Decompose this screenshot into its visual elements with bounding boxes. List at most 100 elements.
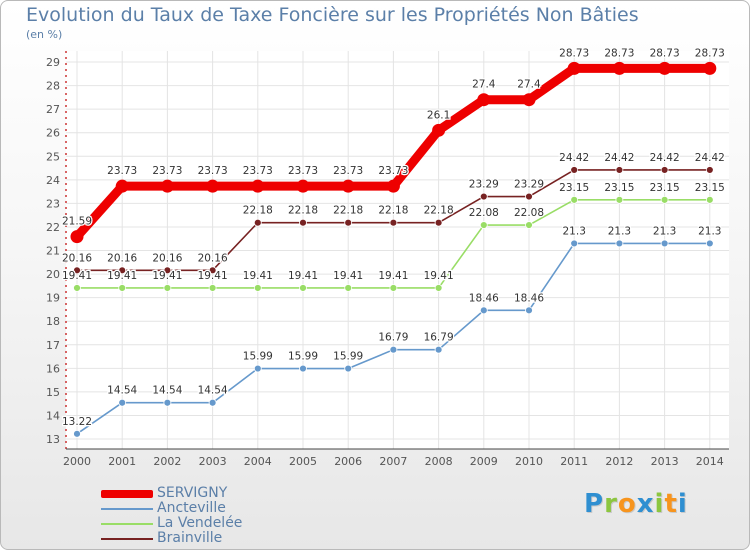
- data-label-ancteville: 14.54: [152, 385, 182, 397]
- y-tick-label: 17: [46, 339, 60, 352]
- data-point-la-vendelee: [118, 284, 127, 292]
- data-label-servigny: 28.73: [695, 47, 725, 59]
- legend-label-ancteville: Ancteville: [157, 500, 226, 516]
- x-tick-label: 2003: [199, 455, 227, 468]
- data-point-servigny: [477, 93, 491, 107]
- data-label-ancteville: 16.79: [424, 332, 454, 344]
- data-label-brainville: 20.16: [107, 252, 137, 264]
- data-label-ancteville: 15.99: [288, 351, 318, 363]
- data-point-brainville: [525, 192, 533, 201]
- data-label-ancteville: 21.3: [563, 225, 586, 237]
- data-point-ancteville: [705, 239, 714, 248]
- legend-item-ancteville: Ancteville: [101, 501, 242, 516]
- data-label-ancteville: 18.46: [469, 292, 499, 304]
- data-point-servigny: [432, 123, 446, 137]
- logo-letter: o: [617, 489, 637, 519]
- data-point-servigny: [160, 179, 174, 193]
- data-point-brainville: [163, 266, 172, 275]
- data-label-ancteville: 14.54: [198, 385, 228, 397]
- data-point-la-vendelee: [208, 284, 217, 292]
- logo-letter: P: [584, 489, 605, 519]
- data-label-la-vendelee: 23.15: [559, 182, 589, 194]
- data-point-ancteville: [525, 306, 533, 315]
- x-tick-label: 2006: [334, 455, 362, 468]
- legend-label-la-vendelee: La Vendelée: [157, 515, 243, 531]
- logo-letter: t: [664, 489, 678, 519]
- data-point-servigny: [115, 179, 129, 193]
- data-label-ancteville: 21.3: [698, 225, 721, 237]
- data-point-servigny: [658, 61, 672, 75]
- data-label-servigny: 27.4: [472, 79, 496, 91]
- data-point-ancteville: [118, 398, 127, 407]
- data-point-brainville: [118, 266, 127, 275]
- data-label-brainville: 24.42: [559, 152, 589, 164]
- y-tick-label: 25: [46, 150, 60, 163]
- data-label-brainville: 20.16: [152, 252, 182, 264]
- data-point-servigny: [206, 179, 220, 193]
- data-label-servigny: 23.73: [107, 165, 137, 177]
- chart-title: Evolution du Taux de Taxe Foncière sur l…: [26, 4, 639, 26]
- y-tick-label: 20: [46, 268, 60, 281]
- data-point-la-vendelee: [615, 195, 624, 204]
- data-point-servigny: [567, 61, 581, 75]
- legend-item-servigny: SERVIGNY: [101, 486, 242, 501]
- data-point-la-vendelee: [73, 284, 81, 292]
- data-label-brainville: 23.29: [469, 179, 499, 191]
- data-label-servigny: 23.73: [333, 165, 363, 177]
- data-label-brainville: 23.29: [514, 179, 544, 191]
- data-label-brainville: 22.18: [333, 205, 363, 217]
- data-label-ancteville: 21.3: [608, 225, 631, 237]
- data-label-brainville: 24.42: [695, 152, 725, 164]
- x-tick-label: 2011: [560, 455, 588, 468]
- data-label-servigny: 21.59: [62, 216, 92, 228]
- data-point-ancteville: [570, 239, 579, 248]
- data-label-servigny: 28.73: [559, 47, 589, 59]
- data-label-brainville: 22.18: [424, 205, 454, 217]
- data-point-brainville: [389, 218, 398, 227]
- data-label-servigny: 28.73: [604, 47, 634, 59]
- x-tick-label: 2010: [515, 455, 543, 468]
- y-tick-label: 19: [46, 292, 60, 305]
- data-label-la-vendelee: 19.41: [243, 270, 273, 282]
- data-label-ancteville: 15.99: [243, 351, 273, 363]
- x-tick-label: 2008: [425, 455, 453, 468]
- x-tick-label: 2013: [651, 455, 679, 468]
- data-point-la-vendelee: [299, 284, 307, 292]
- x-tick-label: 2002: [153, 455, 181, 468]
- data-point-servigny: [251, 179, 265, 193]
- y-tick-label: 13: [46, 433, 60, 446]
- data-point-la-vendelee: [253, 284, 262, 292]
- data-point-brainville: [299, 218, 307, 227]
- data-label-brainville: 22.18: [378, 205, 408, 217]
- y-tick-label: 22: [46, 221, 60, 234]
- data-label-ancteville: 18.46: [514, 292, 544, 304]
- data-point-servigny: [70, 230, 84, 244]
- data-point-brainville: [253, 218, 262, 227]
- data-point-servigny: [341, 179, 355, 193]
- data-label-la-vendelee: 23.15: [650, 182, 680, 194]
- y-tick-label: 16: [46, 362, 60, 375]
- data-point-ancteville: [434, 345, 443, 354]
- y-axis-unit: (en %): [26, 28, 63, 41]
- data-point-ancteville: [479, 306, 488, 315]
- data-label-servigny: 23.73: [198, 165, 228, 177]
- data-point-ancteville: [253, 364, 262, 373]
- data-point-ancteville: [208, 398, 217, 407]
- chart-legend: SERVIGNY Ancteville La Vendelée Brainvil…: [101, 486, 242, 546]
- data-label-brainville: 20.16: [198, 252, 228, 264]
- x-tick-label: 2000: [63, 455, 91, 468]
- y-tick-label: 23: [46, 197, 60, 210]
- data-label-ancteville: 21.3: [653, 225, 676, 237]
- data-point-la-vendelee: [434, 284, 443, 292]
- y-tick-label: 14: [46, 409, 60, 422]
- data-point-servigny: [522, 93, 536, 107]
- data-label-la-vendelee: 22.08: [514, 207, 544, 219]
- data-point-ancteville: [389, 345, 398, 354]
- data-point-la-vendelee: [705, 195, 714, 204]
- data-point-brainville: [660, 166, 669, 174]
- data-point-brainville: [73, 266, 81, 275]
- legend-item-brainville: Brainville: [101, 531, 242, 546]
- data-point-servigny: [386, 179, 400, 193]
